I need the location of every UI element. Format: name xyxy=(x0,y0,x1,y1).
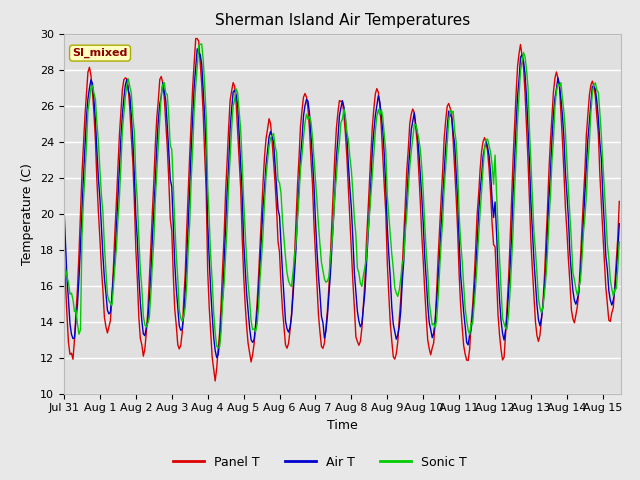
Panel T xyxy=(250,341,258,347)
Sonic T xyxy=(214,345,222,351)
Sonic T xyxy=(607,277,614,283)
Air T xyxy=(346,185,354,191)
Sonic T xyxy=(60,265,68,271)
Panel T xyxy=(192,36,200,41)
Air T xyxy=(470,292,478,298)
Y-axis label: Temperature (C): Temperature (C) xyxy=(22,163,35,264)
Panel T xyxy=(60,252,68,258)
Air T xyxy=(250,337,258,343)
Sonic T xyxy=(346,154,354,160)
Sonic T xyxy=(152,198,159,204)
Sonic T xyxy=(616,239,623,245)
Air T xyxy=(616,221,623,227)
Air T xyxy=(193,46,201,52)
Panel T xyxy=(211,378,219,384)
X-axis label: Time: Time xyxy=(327,419,358,432)
Air T xyxy=(131,171,138,177)
Sonic T xyxy=(470,303,478,309)
Panel T xyxy=(470,277,478,283)
Line: Panel T: Panel T xyxy=(64,38,620,381)
Text: SI_mixed: SI_mixed xyxy=(72,48,128,58)
Panel T xyxy=(616,199,623,204)
Line: Sonic T: Sonic T xyxy=(64,44,620,348)
Line: Air T: Air T xyxy=(64,49,620,358)
Panel T xyxy=(131,198,138,204)
Panel T xyxy=(152,142,159,148)
Air T xyxy=(607,297,614,303)
Air T xyxy=(213,355,221,360)
Panel T xyxy=(346,219,354,225)
Sonic T xyxy=(250,326,258,332)
Sonic T xyxy=(131,130,138,135)
Air T xyxy=(60,205,68,211)
Panel T xyxy=(607,319,614,324)
Title: Sherman Island Air Temperatures: Sherman Island Air Temperatures xyxy=(215,13,470,28)
Sonic T xyxy=(198,41,205,47)
Air T xyxy=(152,180,159,185)
Legend: Panel T, Air T, Sonic T: Panel T, Air T, Sonic T xyxy=(168,451,472,474)
